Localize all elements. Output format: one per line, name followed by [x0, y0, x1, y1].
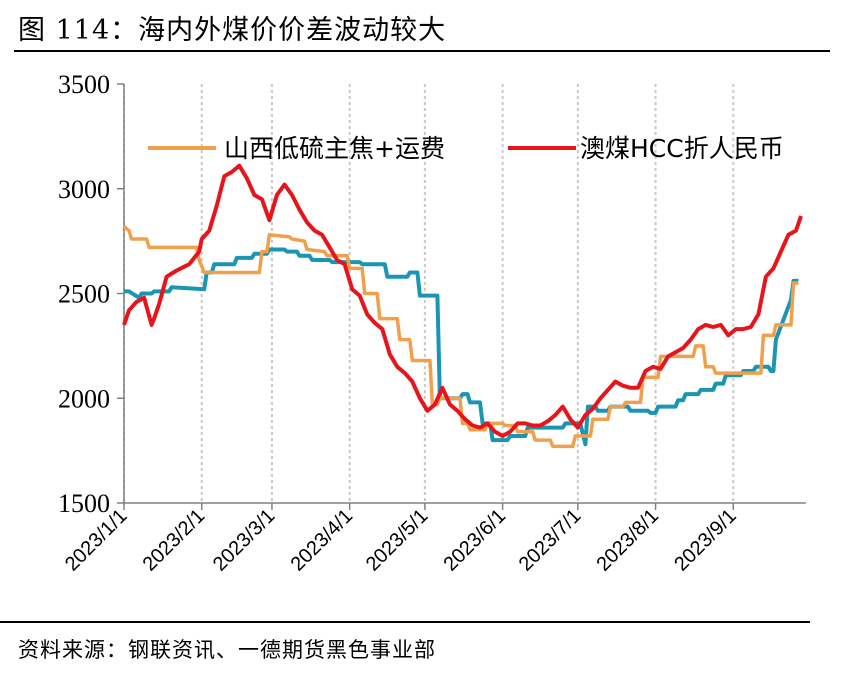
y-tick-label: 1500: [58, 489, 110, 518]
legend-label: 澳煤HCC折人民币: [580, 134, 784, 163]
x-tick-label: 2023/9/1: [670, 505, 741, 576]
source-note: 资料来源：钢联资讯、一德期货黑色事业部: [18, 638, 436, 662]
title-rule: [14, 50, 830, 52]
series-line-2: [124, 247, 799, 447]
legend-label: 山西低硫主焦+运费: [224, 134, 445, 163]
y-tick-label: 3500: [58, 70, 110, 99]
x-tick-label: 2023/2/1: [139, 505, 210, 576]
x-tick-label: 2023/5/1: [362, 505, 433, 576]
y-tick-label: 3000: [58, 175, 110, 204]
x-tick-label: 2023/6/1: [440, 505, 511, 576]
series-lines: [122, 163, 803, 449]
y-tick-label: 2000: [58, 384, 110, 413]
source-rule: [0, 621, 810, 623]
series-line-0: [122, 225, 799, 449]
y-tick-label: 2500: [58, 280, 110, 309]
x-tick-label: 2023/3/1: [209, 505, 280, 576]
x-tick-label: 2023/7/1: [515, 505, 586, 576]
figure-title: 图 114：海内外煤价价差波动较大: [18, 15, 447, 46]
legend: 山西低硫主焦+运费 澳煤HCC折人民币: [148, 134, 784, 163]
x-tick-label: 2023/4/1: [287, 505, 358, 576]
x-tick-label: 2023/8/1: [592, 505, 663, 576]
series-line-1: [122, 163, 803, 438]
